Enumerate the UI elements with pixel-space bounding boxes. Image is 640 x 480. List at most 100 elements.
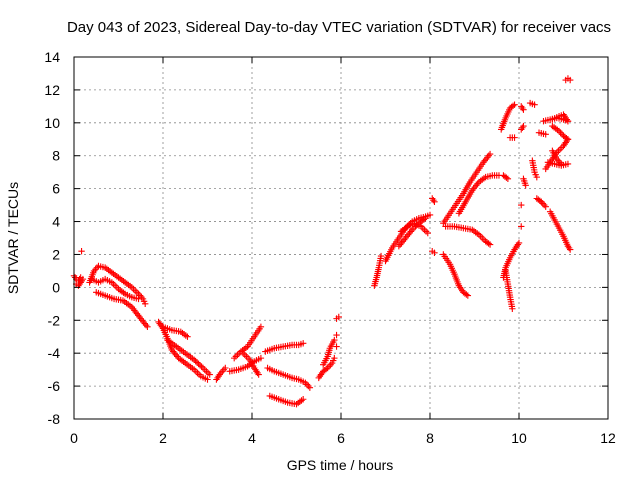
data-point [486, 241, 494, 248]
data-point [133, 289, 141, 296]
data-point [558, 160, 565, 168]
data-point [477, 233, 484, 240]
data-point [142, 300, 149, 308]
data-point [232, 353, 240, 360]
data-point [430, 196, 437, 204]
data-point [333, 331, 340, 339]
data-point [299, 396, 307, 403]
data-point [192, 368, 200, 375]
data-point [203, 368, 210, 375]
data-point [564, 136, 572, 143]
y-tick-labels: -8 -6 -4 -2 0 2 4 6 8 10 12 14 [44, 49, 60, 427]
data-point [231, 354, 238, 362]
data-point [531, 101, 538, 108]
data-point [486, 150, 494, 158]
data-point [192, 357, 199, 365]
y-tick-label: 8 [52, 148, 60, 164]
data-point [93, 264, 101, 271]
data-point [204, 376, 211, 383]
data-point [511, 134, 518, 141]
data-point [194, 369, 201, 377]
data-point [503, 174, 510, 181]
data-point [333, 343, 340, 350]
data-point [190, 356, 198, 363]
data-point [566, 246, 574, 253]
data-point [331, 354, 338, 362]
data-point [130, 285, 137, 293]
data-point [518, 223, 525, 230]
data-point [533, 173, 540, 181]
data-point [71, 274, 79, 281]
x-tick-label: 6 [337, 430, 345, 446]
data-point [542, 131, 549, 138]
data-point [557, 129, 564, 136]
x-tick-label: 2 [159, 430, 167, 446]
data-point [426, 211, 434, 219]
grid-lines [74, 57, 608, 419]
axis-ticks [73, 56, 609, 420]
data-point [509, 102, 517, 110]
data-markers [70, 75, 574, 408]
data-point [193, 359, 201, 366]
y-tick-label: 12 [44, 82, 60, 98]
data-point [198, 363, 205, 370]
data-point [515, 239, 523, 247]
data-point [204, 369, 212, 377]
data-point [511, 101, 518, 108]
data-point [422, 228, 430, 235]
x-tick-label: 4 [248, 430, 256, 446]
y-tick-label: 10 [44, 115, 60, 131]
data-point [299, 340, 307, 347]
data-point [431, 249, 438, 257]
data-point [536, 197, 543, 204]
data-point [322, 365, 330, 373]
data-point [421, 226, 428, 233]
data-point [201, 366, 208, 373]
data-point [331, 336, 338, 344]
data-point [431, 198, 438, 205]
data-point [220, 366, 228, 373]
data-point [519, 124, 526, 131]
data-point [206, 371, 213, 378]
y-axis-label: SDTVAR / TECUs [5, 182, 21, 294]
y-tick-label: 14 [44, 49, 60, 65]
y-tick-label: -2 [48, 312, 61, 328]
data-point [422, 215, 429, 222]
data-point [135, 295, 142, 303]
y-tick-label: -6 [48, 378, 61, 394]
data-point [195, 360, 202, 368]
data-point [196, 362, 204, 369]
data-point [564, 117, 572, 125]
data-point [78, 247, 85, 255]
data-point [485, 240, 492, 247]
y-tick-label: -8 [48, 411, 61, 427]
x-tick-label: 0 [70, 430, 78, 446]
x-tick-label: 12 [600, 430, 616, 446]
data-point [520, 106, 527, 113]
data-point [520, 122, 527, 130]
data-point [464, 292, 472, 299]
data-point [509, 305, 516, 312]
x-tick-label: 8 [426, 430, 434, 446]
data-point [479, 234, 486, 242]
data-point [519, 104, 526, 112]
y-tick-label: 4 [52, 214, 60, 230]
data-point [184, 333, 191, 340]
data-point [556, 145, 564, 153]
data-point [566, 76, 574, 84]
data-point [518, 201, 525, 209]
data-point [424, 229, 431, 237]
data-point [522, 182, 529, 189]
data-point [222, 364, 229, 372]
data-point [144, 323, 151, 331]
data-point [234, 351, 241, 359]
data-point [335, 313, 342, 321]
data-point [257, 323, 265, 331]
data-point [377, 252, 385, 260]
data-point [463, 291, 470, 298]
y-tick-label: 6 [52, 181, 60, 197]
data-point [542, 203, 549, 210]
data-point [243, 353, 250, 360]
data-point [504, 175, 512, 182]
